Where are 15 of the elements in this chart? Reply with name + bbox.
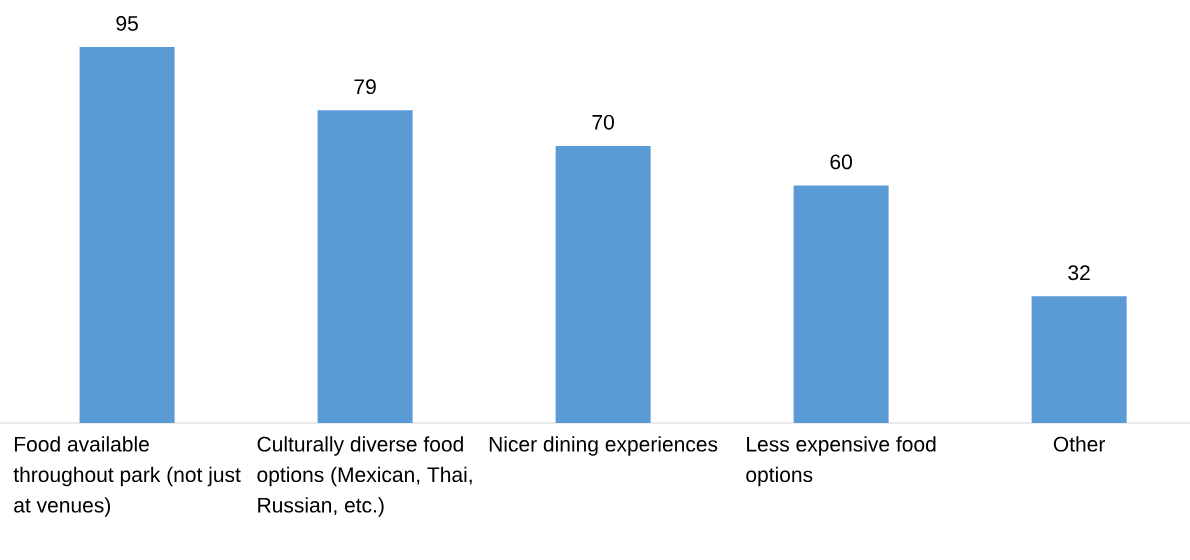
x-tick-label: Other <box>1053 436 1106 452</box>
bar <box>793 185 889 423</box>
x-tick-label: Less expensive food options <box>746 436 936 487</box>
data-label: 60 <box>830 154 852 170</box>
x-tick-label: Culturally diverse food options (Mexican, Thai, Russian, etc.) <box>257 436 472 517</box>
x-tick-label: Food available throughout park (not just at venues) <box>13 436 241 517</box>
bar <box>79 47 175 423</box>
data-label: 95 <box>116 15 138 31</box>
data-label: 32 <box>1068 265 1090 281</box>
bar <box>317 110 413 423</box>
x-tick-label: Nicer dining experiences <box>489 436 718 456</box>
data-label: 79 <box>354 79 376 95</box>
bar <box>1031 296 1127 423</box>
bar <box>555 145 651 423</box>
data-label: 70 <box>592 114 614 130</box>
